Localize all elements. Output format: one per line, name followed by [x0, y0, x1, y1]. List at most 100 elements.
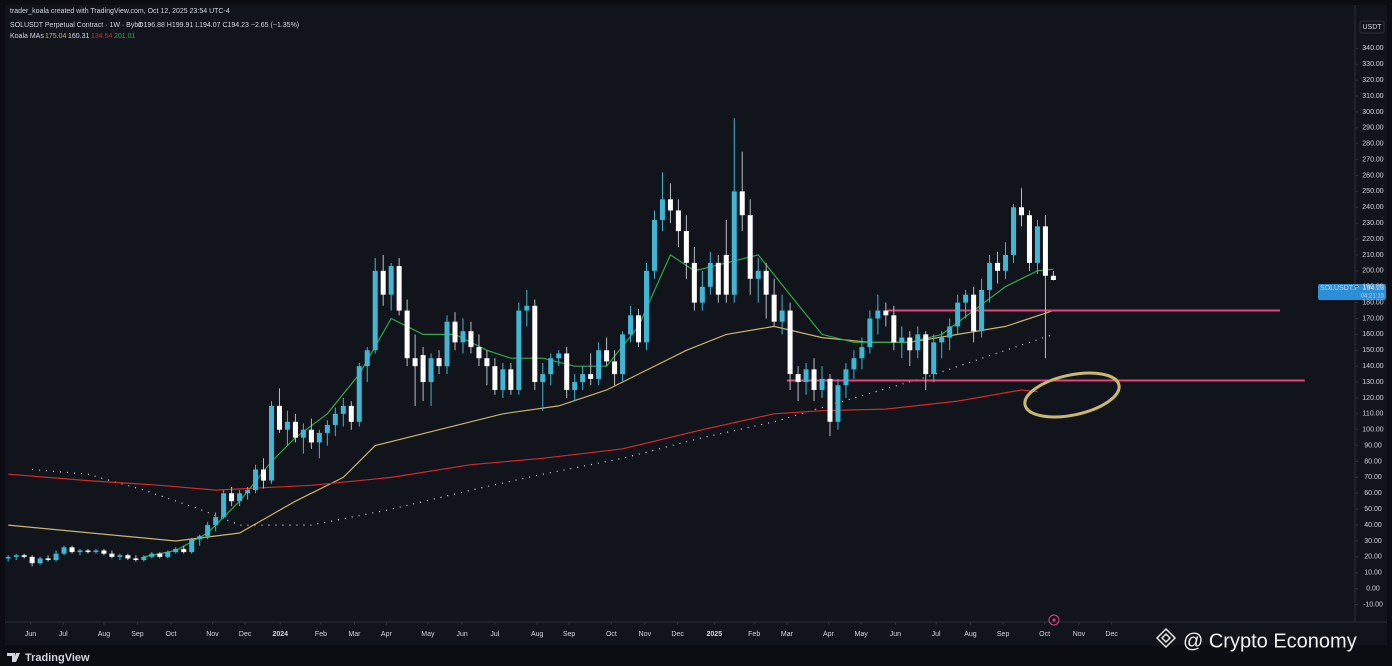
- candle-body: [516, 310, 522, 391]
- candle-body: [707, 262, 713, 287]
- candle-body: [412, 358, 418, 367]
- y-tick-label: 160.00: [1362, 331, 1384, 338]
- x-tick-label: Oct: [1039, 631, 1050, 638]
- y-tick-label: 130.00: [1362, 379, 1384, 386]
- candle-body: [1018, 207, 1024, 216]
- candle-body: [324, 424, 330, 433]
- y-tick-label: 20.00: [1364, 554, 1382, 561]
- logo-mark: [7, 653, 20, 662]
- y-tick-label: 270.00: [1362, 156, 1384, 163]
- price-tag-countdown: 04:21:15: [1361, 294, 1385, 300]
- candle-body: [117, 555, 123, 557]
- candle-body: [261, 469, 267, 481]
- candle-body: [141, 556, 147, 561]
- y-tick-label: 250.00: [1362, 188, 1384, 195]
- candle-body: [971, 294, 977, 332]
- x-tick-label: Dec: [671, 631, 684, 638]
- x-tick-label: Oct: [166, 631, 177, 638]
- candle-body: [588, 374, 594, 379]
- y-tick-label: 230.00: [1362, 220, 1384, 227]
- candle-body: [667, 199, 673, 211]
- candle-body: [747, 215, 753, 279]
- candle-body: [213, 517, 219, 526]
- x-tick-label: Jun: [457, 631, 468, 638]
- y-tick-label: -10.00: [1363, 601, 1383, 608]
- y-tick-label: 310.00: [1362, 93, 1384, 100]
- x-tick-label: Aug: [98, 631, 111, 638]
- candle-body: [612, 361, 618, 375]
- x-tick-label: Sep: [131, 631, 144, 638]
- candle-body: [21, 555, 27, 557]
- candle-body: [340, 405, 346, 414]
- x-tick-label: Feb: [315, 631, 327, 638]
- y-tick-label: 180.00: [1362, 299, 1384, 306]
- y-tick-label: 320.00: [1362, 77, 1384, 84]
- candle-body: [675, 210, 681, 232]
- candle-body: [37, 558, 43, 564]
- candle-body: [189, 539, 195, 553]
- x-tick-label: Apr: [381, 631, 393, 638]
- candle-body: [436, 358, 442, 367]
- ma-legend-value: 201.01: [114, 33, 136, 40]
- candle-body: [308, 429, 314, 443]
- y-tick-label: 300.00: [1362, 109, 1384, 116]
- plot-area: [5, 5, 1387, 645]
- candle-body: [85, 550, 91, 553]
- candle-body: [1034, 226, 1040, 263]
- candle-body: [205, 525, 211, 537]
- candle-body: [476, 347, 482, 359]
- candle-body: [643, 270, 649, 343]
- y-tick-label: 40.00: [1364, 522, 1382, 529]
- watermark-icon: [1155, 627, 1177, 649]
- candle-body: [452, 321, 458, 343]
- x-tick-label: Sep: [563, 631, 576, 638]
- y-tick-label: 100.00: [1362, 427, 1384, 434]
- unit-box: [1359, 20, 1385, 34]
- candle-body: [500, 369, 506, 391]
- candle-body: [979, 289, 985, 332]
- watermark: @ Crypto Economy: [1155, 627, 1357, 652]
- candle-body: [939, 337, 945, 343]
- candle-body: [149, 553, 155, 557]
- x-tick-label: Jun: [890, 631, 901, 638]
- candle-body: [93, 550, 99, 553]
- y-tick-label: 150.00: [1362, 347, 1384, 354]
- x-tick-label: Aug: [531, 631, 544, 638]
- x-tick-label: Aug: [964, 631, 977, 638]
- y-tick-label: 50.00: [1364, 506, 1382, 513]
- candle-body: [276, 405, 282, 430]
- candle-body: [691, 262, 697, 303]
- candle-body: [332, 413, 338, 425]
- candle-body: [827, 378, 833, 422]
- candle-body: [683, 231, 689, 263]
- price-tag-box: [1318, 284, 1386, 300]
- candle-body: [532, 305, 538, 383]
- candle-body: [29, 556, 35, 564]
- y-tick-label: 200.00: [1362, 268, 1384, 275]
- candle-body: [580, 374, 586, 383]
- x-tick-label: Dec: [1105, 631, 1118, 638]
- y-tick-label: 280.00: [1362, 141, 1384, 148]
- candle-body: [253, 469, 259, 491]
- x-tick-label: May: [854, 631, 868, 638]
- candle-body: [133, 558, 139, 561]
- x-tick-label: Apr: [823, 631, 835, 638]
- y-tick-label: 190.00: [1362, 284, 1384, 291]
- candle-body: [915, 334, 921, 351]
- event-icon[interactable]: [1048, 614, 1060, 626]
- candle-body: [125, 555, 131, 559]
- candle-body: [245, 490, 251, 494]
- ma-legend-value: 160.31: [68, 33, 90, 40]
- candle-body: [739, 191, 745, 216]
- price-tag-price: 194.23: [1363, 285, 1385, 292]
- price-tag: SOLUSDT.P 194.23 04:21:15: [1318, 284, 1386, 300]
- ma-legend-value: 175.04: [45, 33, 67, 40]
- moving-average: [32, 333, 1054, 526]
- candle-body: [931, 342, 937, 375]
- ma-legend: 175.04 160.31 134.54 201.01: [45, 33, 136, 40]
- candle-body: [628, 315, 634, 335]
- candle-body: [460, 331, 466, 343]
- candle-body: [348, 405, 354, 422]
- x-tick-label: Feb: [748, 631, 760, 638]
- candle-body: [883, 310, 889, 316]
